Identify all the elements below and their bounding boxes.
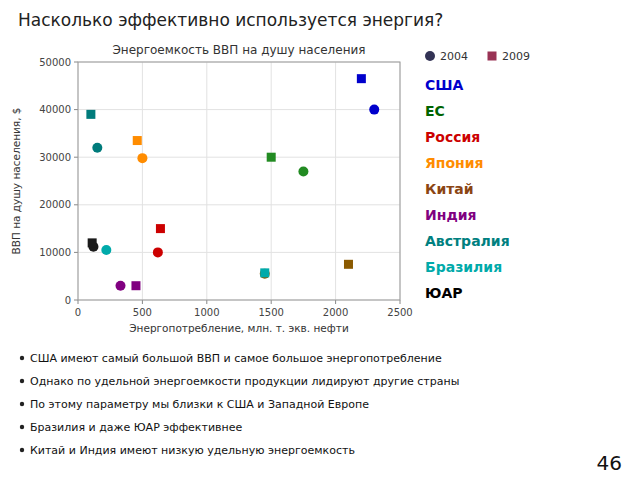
point: [298, 166, 308, 176]
page: {"title": "Насколько эффективно использу…: [0, 0, 640, 480]
x-tick: [400, 300, 401, 304]
grid: [78, 62, 400, 300]
bullet: [20, 402, 24, 406]
country-label: Россия: [425, 129, 480, 145]
note: Китай и Индия имеют низкую удельную энер…: [30, 444, 355, 457]
note: По этому параметру мы близки к США и Зап…: [30, 398, 369, 411]
x-grid-line: [206, 62, 207, 300]
note: Однако по удельной энергоемкости продукц…: [30, 375, 459, 388]
plot-frame: [78, 62, 400, 300]
point: [153, 247, 163, 257]
point: [267, 153, 276, 162]
country-label: Бразилия: [425, 259, 502, 275]
point: [101, 245, 111, 255]
point: [88, 238, 97, 247]
note: Бразилия и даже ЮАР эффективнее: [30, 421, 243, 434]
y-tick: [74, 62, 78, 63]
y-grid-line: [78, 204, 400, 205]
point: [133, 136, 142, 145]
country-label: Австралия: [425, 233, 510, 249]
point: [357, 74, 366, 83]
x-grid-line: [271, 62, 272, 300]
country-label: США: [425, 77, 464, 93]
x-tick-label: 500: [133, 307, 152, 318]
point: [156, 224, 165, 233]
bullet: [20, 379, 24, 383]
y-grid-line: [78, 252, 400, 253]
y-tick: [74, 204, 78, 205]
note: США имеют самый большой ВВП и самое боль…: [30, 352, 442, 365]
country-label: Китай: [425, 181, 474, 197]
chart-title: Энергоемкость ВВП на душу населения: [112, 43, 365, 57]
legend-label: 2004: [440, 50, 468, 63]
country-label: ЮАР: [425, 285, 463, 301]
x-tick-label: 0: [75, 307, 81, 318]
x-tick: [206, 300, 207, 304]
x-grid-line: [335, 62, 336, 300]
page-title: Насколько эффективно используется энерги…: [18, 10, 443, 30]
point: [131, 281, 140, 290]
y-tick-label: 20000: [39, 199, 71, 210]
point: [260, 269, 270, 279]
x-tick: [335, 300, 336, 304]
y-tick-label: 40000: [39, 104, 71, 115]
y-tick-label: 0: [65, 295, 71, 306]
point: [260, 268, 269, 277]
bullet: [20, 425, 24, 429]
x-grid-line: [142, 62, 143, 300]
x-tick-label: 2500: [387, 307, 412, 318]
y-tick: [74, 252, 78, 253]
legend: 2004 2009: [425, 50, 530, 63]
point: [116, 281, 126, 291]
x-tick-label: 1500: [258, 307, 283, 318]
page-number: 46: [597, 451, 622, 475]
country-label: ЕС: [425, 103, 445, 119]
points: [86, 74, 379, 291]
country-labels: США ЕС Россия Япония Китай Индия Австралия Браз…: [425, 77, 510, 301]
x-tick: [142, 300, 143, 304]
series-1: [86, 74, 365, 290]
axes: 0 500 1000 1500 2000 2500 0 10000 20000 30000 4000…: [39, 57, 413, 319]
point: [344, 260, 353, 269]
notes: США имеют самый большой ВВП и самое боль…: [20, 352, 460, 457]
y-tick: [74, 109, 78, 110]
point: [86, 110, 95, 119]
plot-background: [78, 62, 400, 300]
y-axis-label: ВВП на душу населения, $: [10, 108, 22, 255]
x-tick: [271, 300, 272, 304]
y-grid-line: [78, 109, 400, 110]
bullet: [20, 448, 24, 452]
country-label: Япония: [425, 155, 484, 171]
legend-marker: [488, 52, 497, 61]
y-tick: [74, 157, 78, 158]
point: [369, 105, 379, 115]
legend-marker: [425, 51, 435, 61]
legend-label: 2009: [502, 50, 530, 63]
y-tick-label: 10000: [39, 247, 71, 258]
y-tick: [74, 300, 78, 301]
y-grid-line: [78, 157, 400, 158]
series-0: [88, 105, 379, 291]
x-tick-label: 1000: [194, 307, 219, 318]
point: [137, 153, 147, 163]
chart-svg: Насколько эффективно используется энерги…: [0, 0, 640, 480]
country-label: Индия: [425, 207, 477, 223]
y-tick-label: 30000: [39, 152, 71, 163]
x-tick: [78, 300, 79, 304]
y-tick-label: 50000: [39, 57, 71, 68]
point: [92, 143, 102, 153]
bullet: [20, 356, 24, 360]
x-axis-label: Энергопотребление, млн. т. экв. нефти: [129, 322, 348, 334]
x-tick-label: 2000: [323, 307, 348, 318]
